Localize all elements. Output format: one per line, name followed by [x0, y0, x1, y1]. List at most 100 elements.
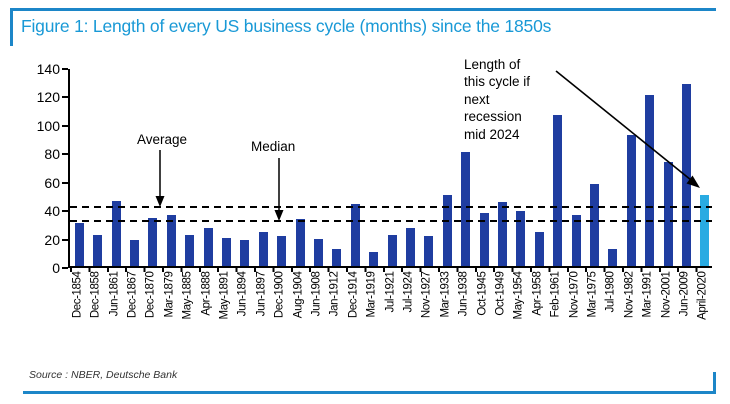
x-tick-label: Jun-1938 — [457, 271, 470, 317]
y-tick-label: 60 — [44, 174, 60, 191]
x-tick-label: Apr-1888 — [200, 271, 212, 316]
figure-title: Figure 1: Length of every US business cy… — [21, 16, 552, 36]
cycle-note-line: recession — [464, 109, 522, 125]
x-tick-label: May-1885 — [181, 271, 194, 320]
x-tick-label: Jan-1912 — [328, 271, 341, 317]
bar-chart-plot-area — [68, 69, 712, 272]
x-tick-label: Feb-1961 — [549, 271, 562, 318]
cycle-note-line: mid 2024 — [464, 126, 520, 142]
bar-Jun-1908 — [313, 239, 323, 266]
x-tick-label: Nov-1982 — [623, 271, 636, 319]
bar-Nov-1927 — [424, 236, 434, 266]
bar-Aug-1904 — [295, 219, 305, 266]
y-tick-mark — [62, 210, 68, 213]
bar-Mar-1975 — [589, 183, 599, 266]
cycle-note-line: Length of — [464, 57, 521, 72]
y-tick-label: 120 — [36, 89, 60, 106]
bar-Nov-2001 — [663, 162, 673, 266]
x-tick-label: Dec-1854 — [71, 271, 84, 319]
bar-Dec-1854 — [74, 223, 84, 266]
y-tick-label: 100 — [36, 117, 60, 134]
y-tick-mark — [62, 96, 68, 99]
bar-Mar-1919 — [369, 251, 379, 266]
bar-May-1891 — [221, 237, 231, 266]
x-tick-label: Apr-1958 — [531, 271, 544, 316]
y-tick-mark — [62, 153, 68, 156]
x-tick-label: Aug-1904 — [292, 271, 304, 319]
bar-Jun-1894 — [240, 240, 250, 266]
y-tick-label: 20 — [44, 231, 60, 248]
bar-Jun-2009 — [681, 84, 691, 266]
x-tick-label: Dec-1900 — [273, 271, 286, 319]
median-dashed-line — [70, 220, 712, 223]
cycle-note-line: this cycle if — [464, 74, 531, 90]
bar-Jun-1861 — [111, 200, 121, 266]
bar-Oct-1945 — [479, 213, 489, 266]
bar-Apr-1958 — [534, 231, 544, 266]
x-tick-label: Jul-1980 — [604, 271, 617, 313]
bar-Dec-1867 — [129, 240, 139, 266]
y-tick-mark — [62, 267, 68, 269]
x-tick-label: Jul-1921 — [384, 271, 396, 313]
bar-Jul-1921 — [387, 234, 397, 266]
x-tick-label: Nov-2001 — [660, 271, 672, 319]
bar-Oct-1949 — [497, 202, 507, 266]
top-border-rule — [10, 8, 716, 11]
bar-May-1954 — [516, 210, 526, 266]
x-tick-label: Mar-1975 — [586, 271, 599, 318]
x-tick-label: April-2020 — [696, 271, 709, 320]
x-tick-label: Mar-1879 — [163, 271, 176, 318]
x-tick-label: Dec-1914 — [347, 271, 360, 319]
bar-Feb-1961 — [553, 115, 563, 266]
bar-Nov-1970 — [571, 214, 581, 266]
y-tick-label: 40 — [44, 203, 60, 220]
x-tick-label: Mar-1991 — [641, 271, 654, 318]
bar-Jun-1897 — [258, 231, 268, 266]
x-tick-label: Nov-1927 — [420, 271, 433, 319]
bar-Apr-1888 — [203, 227, 213, 266]
source-note: Source : NBER, Deutsche Bank — [29, 369, 178, 381]
x-tick-label: Jul-1924 — [402, 271, 415, 313]
x-tick-label: Nov-1970 — [568, 271, 580, 319]
x-tick-label: Jun-1894 — [236, 271, 249, 317]
y-tick-mark — [62, 68, 68, 70]
title-left-rule — [10, 8, 13, 46]
bar-Dec-1870 — [148, 217, 158, 266]
bar-Dec-1900 — [277, 236, 287, 266]
x-tick-label: Jun-1908 — [310, 271, 323, 317]
bar-Jul-1980 — [608, 248, 618, 266]
y-tick-mark — [62, 124, 68, 127]
x-tick-label: Jun-1897 — [255, 271, 268, 317]
bottom-right-rule — [713, 372, 716, 394]
x-tick-label: Dec-1870 — [144, 271, 157, 319]
x-tick-label: Oct-1949 — [494, 271, 507, 316]
x-tick-label: Jun-1861 — [108, 271, 120, 317]
bottom-border-rule — [23, 391, 716, 394]
cycle-note-annotation: Length of this cycle if next recession m… — [464, 56, 564, 143]
bar-Mar-1879 — [166, 214, 176, 266]
x-tick-label: Jun-2009 — [678, 271, 691, 317]
y-tick-label: 0 — [52, 260, 60, 276]
bar-Mar-1933 — [442, 194, 452, 266]
y-tick-label: 140 — [36, 61, 60, 77]
x-tick-label: Mar-1933 — [439, 271, 452, 318]
x-axis-ticks — [70, 268, 712, 272]
y-tick-mark — [62, 238, 68, 241]
average-dashed-line — [70, 206, 712, 209]
bar-May-1885 — [185, 234, 195, 266]
bar-Dec-1858 — [93, 234, 103, 266]
bar-Jun-1938 — [461, 152, 471, 266]
bar-Mar-1991 — [645, 95, 655, 266]
x-tick-label: Dec-1858 — [89, 271, 102, 319]
average-annotation-label: Average — [137, 132, 188, 147]
cycle-note-line: next — [464, 91, 490, 107]
y-tick-label: 80 — [44, 146, 60, 163]
x-tick-label: Mar-1919 — [365, 271, 378, 318]
x-tick-label: May-1891 — [218, 271, 231, 320]
x-tick-label: May-1954 — [512, 271, 525, 320]
bar-Dec-1914 — [350, 203, 360, 266]
bar-Nov-1982 — [626, 135, 636, 266]
bar-Jul-1924 — [405, 227, 415, 266]
x-tick-label: Oct-1945 — [476, 271, 488, 316]
